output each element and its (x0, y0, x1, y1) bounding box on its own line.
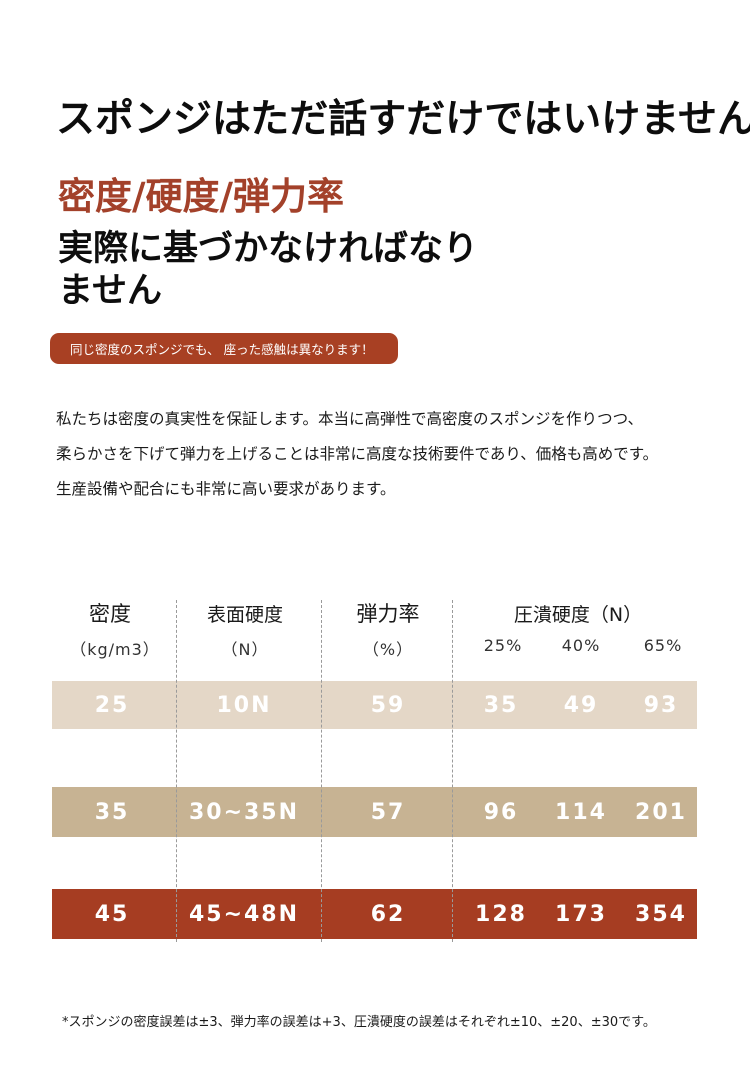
header-surface-hardness-unit: （N） (221, 640, 269, 659)
cell-surface-hardness: 45~48N (188, 901, 300, 927)
description-line-3: 生産設備や配合にも非常に高い要求があります。 (56, 480, 396, 498)
header-pct-25: 25% (483, 636, 523, 655)
headline: スポンジはただ話すだけではいけません (56, 97, 750, 142)
notice-pill-text: 同じ密度のスポンジでも、 座った感触は異なります！ (70, 342, 374, 357)
accent-title: 密度/硬度/弾力率 (58, 175, 345, 218)
footnote: *スポンジの密度誤差は±3、弾力率の誤差は+3、圧潰硬度の誤差はそれぞれ±10、… (62, 1015, 656, 1030)
cell-compression-40: 173 (555, 901, 607, 927)
header-pct-40: 40% (561, 636, 601, 655)
cell-density: 45 (94, 901, 130, 927)
column-divider (321, 600, 322, 942)
cell-resilience: 59 (370, 692, 406, 718)
cell-compression-65: 93 (643, 692, 679, 718)
column-divider (176, 600, 177, 942)
cell-resilience: 62 (370, 901, 406, 927)
header-surface-hardness: 表面硬度 (206, 604, 283, 626)
cell-density: 25 (94, 692, 130, 718)
header-resilience-unit: （%） (362, 640, 414, 659)
header-density-unit: （kg/m3） (70, 640, 160, 659)
table-row: 45 45~48N 62 128 173 354 (52, 889, 697, 939)
subhead-line-2: ません (58, 271, 162, 311)
cell-density: 35 (94, 799, 130, 825)
subhead-line-1: 実際に基づかなければなり (58, 229, 479, 269)
cell-compression-40: 49 (563, 692, 599, 718)
notice-pill: 同じ密度のスポンジでも、 座った感触は異なります！ (50, 333, 398, 364)
cell-compression-25: 35 (483, 692, 519, 718)
cell-surface-hardness: 30~35N (188, 799, 300, 825)
cell-compression-25: 96 (483, 799, 519, 825)
cell-compression-25: 128 (475, 901, 527, 927)
cell-compression-65: 201 (635, 799, 687, 825)
column-divider (452, 600, 453, 942)
cell-compression-65: 354 (635, 901, 687, 927)
description-line-2: 柔らかさを下げて弾力を上げることは非常に高度な技術要件であり、価格も高めです。 (56, 445, 659, 463)
subhead: 実際に基づかなければなり ません (58, 228, 478, 312)
description-line-1: 私たちは密度の真実性を保証します。本当に高弾性で高密度のスポンジを作りつつ、 (56, 410, 643, 428)
table-row: 35 30~35N 57 96 114 201 (52, 787, 697, 837)
cell-surface-hardness: 10N (216, 692, 272, 718)
cell-resilience: 57 (370, 799, 406, 825)
header-density: 密度 (89, 602, 131, 626)
header-resilience: 弾力率 (356, 602, 420, 626)
header-compression-hardness: 圧潰硬度（N） (513, 604, 643, 626)
cell-compression-40: 114 (555, 799, 607, 825)
description-text: 私たちは密度の真実性を保証します。本当に高弾性で高密度のスポンジを作りつつ、 柔… (56, 402, 736, 507)
header-pct-65: 65% (643, 636, 683, 655)
table-row: 25 10N 59 35 49 93 (52, 681, 697, 729)
